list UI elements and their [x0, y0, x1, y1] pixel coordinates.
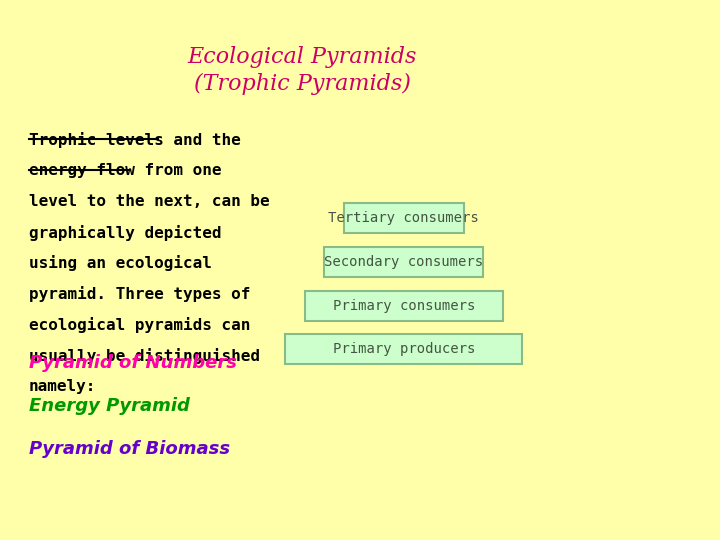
Text: usually be distinguished: usually be distinguished — [29, 348, 260, 364]
Text: (Trophic Pyramids): (Trophic Pyramids) — [194, 73, 411, 95]
FancyBboxPatch shape — [344, 203, 464, 233]
Text: Energy Pyramid: Energy Pyramid — [29, 397, 189, 415]
Text: ecological pyramids can: ecological pyramids can — [29, 317, 250, 333]
Text: namely:: namely: — [29, 379, 96, 394]
Text: Primary producers: Primary producers — [333, 342, 475, 356]
FancyBboxPatch shape — [285, 334, 523, 364]
Text: Pyramid of Biomass: Pyramid of Biomass — [29, 440, 230, 458]
Text: Trophic levels and the: Trophic levels and the — [29, 132, 240, 149]
FancyBboxPatch shape — [324, 247, 483, 277]
Text: Tertiary consumers: Tertiary consumers — [328, 211, 480, 225]
Text: Pyramid of Numbers: Pyramid of Numbers — [29, 354, 237, 372]
Text: level to the next, can be: level to the next, can be — [29, 194, 269, 209]
Text: using an ecological: using an ecological — [29, 255, 212, 272]
Text: graphically depicted: graphically depicted — [29, 225, 221, 241]
FancyBboxPatch shape — [305, 291, 503, 321]
Text: pyramid. Three types of: pyramid. Three types of — [29, 286, 250, 302]
Text: Secondary consumers: Secondary consumers — [324, 255, 483, 269]
Text: energy flow from one: energy flow from one — [29, 163, 221, 178]
Text: Ecological Pyramids: Ecological Pyramids — [188, 46, 417, 68]
Text: Primary consumers: Primary consumers — [333, 299, 475, 313]
